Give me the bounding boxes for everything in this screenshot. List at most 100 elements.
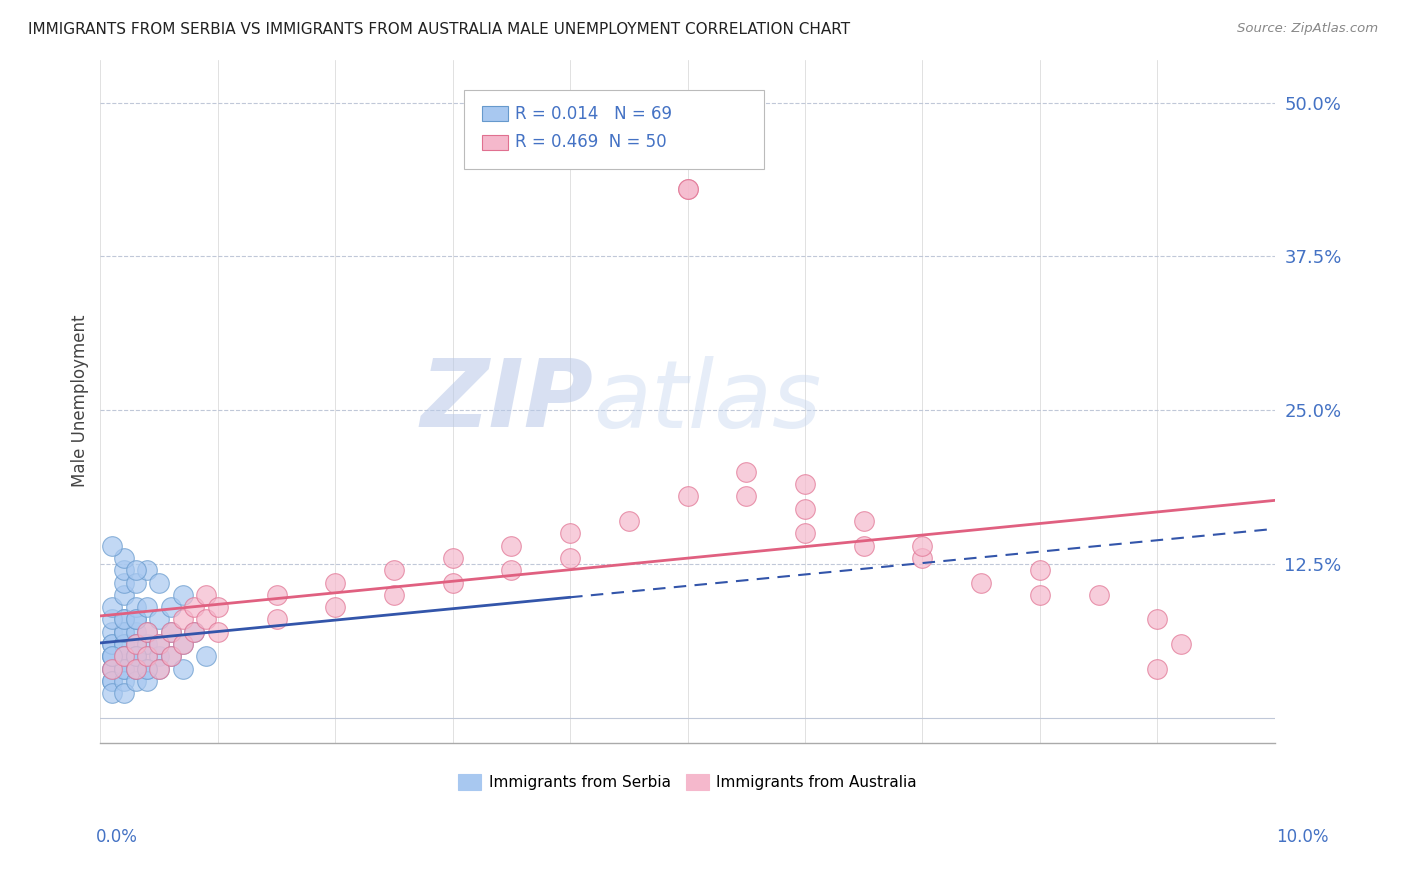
Point [911, 551, 934, 566]
Point [124, 575, 146, 590]
Point [323, 600, 346, 615]
Point [124, 612, 146, 626]
Point [136, 649, 159, 664]
Point [617, 514, 640, 528]
Point [266, 612, 288, 626]
Point [112, 551, 135, 566]
Point [207, 624, 229, 639]
Point [794, 477, 817, 491]
Point [101, 673, 124, 688]
Point [195, 588, 218, 602]
Point [101, 637, 124, 651]
Point [136, 673, 159, 688]
Point [558, 551, 581, 566]
Point [136, 624, 159, 639]
Point [148, 575, 170, 590]
Point [676, 490, 699, 504]
Point [794, 526, 817, 541]
Point [501, 539, 523, 553]
Point [970, 575, 993, 590]
Point [136, 662, 159, 676]
Point [172, 588, 194, 602]
Point [101, 662, 124, 676]
Point [558, 526, 581, 541]
Point [172, 612, 194, 626]
Point [159, 624, 181, 639]
Point [101, 600, 124, 615]
Point [148, 662, 170, 676]
Point [124, 624, 146, 639]
Point [159, 649, 181, 664]
Point [1087, 588, 1109, 602]
Point [172, 637, 194, 651]
Text: 10.0%: 10.0% [1277, 828, 1329, 846]
Point [101, 649, 124, 664]
Point [124, 637, 146, 651]
Point [124, 600, 146, 615]
Point [112, 649, 135, 664]
Point [101, 624, 124, 639]
Point [101, 686, 124, 700]
Point [112, 649, 135, 664]
Point [136, 637, 159, 651]
FancyBboxPatch shape [464, 90, 763, 169]
Point [112, 662, 135, 676]
Point [323, 575, 346, 590]
Point [676, 182, 699, 196]
Point [101, 649, 124, 664]
Point [124, 637, 146, 651]
Point [112, 637, 135, 651]
Point [136, 624, 159, 639]
Point [136, 600, 159, 615]
Point [112, 624, 135, 639]
Point [124, 649, 146, 664]
Point [911, 539, 934, 553]
Point [124, 649, 146, 664]
Point [183, 624, 205, 639]
Point [112, 662, 135, 676]
Point [852, 514, 875, 528]
Point [112, 662, 135, 676]
Point [112, 588, 135, 602]
Point [159, 624, 181, 639]
Text: 0.0%: 0.0% [96, 828, 138, 846]
Legend: Immigrants from Serbia, Immigrants from Australia: Immigrants from Serbia, Immigrants from … [451, 768, 924, 797]
Point [124, 563, 146, 577]
Point [112, 563, 135, 577]
Text: R = 0.469  N = 50: R = 0.469 N = 50 [515, 133, 666, 152]
Text: ZIP: ZIP [420, 355, 593, 447]
Point [1146, 662, 1168, 676]
Point [124, 662, 146, 676]
Y-axis label: Male Unemployment: Male Unemployment [72, 315, 89, 487]
Point [172, 637, 194, 651]
Point [148, 612, 170, 626]
Point [112, 662, 135, 676]
Point [101, 673, 124, 688]
Point [124, 649, 146, 664]
Point [676, 182, 699, 196]
Point [183, 600, 205, 615]
Point [172, 662, 194, 676]
Text: atlas: atlas [593, 356, 823, 447]
Bar [482, 135, 508, 150]
Point [136, 649, 159, 664]
Point [112, 575, 135, 590]
Point [382, 588, 405, 602]
Point [195, 649, 218, 664]
Point [112, 612, 135, 626]
Point [112, 637, 135, 651]
Point [159, 600, 181, 615]
Point [207, 600, 229, 615]
Point [112, 649, 135, 664]
Point [1146, 612, 1168, 626]
Point [148, 637, 170, 651]
Text: R = 0.014   N = 69: R = 0.014 N = 69 [515, 104, 672, 122]
Point [101, 612, 124, 626]
Point [1170, 637, 1192, 651]
Point [112, 624, 135, 639]
Point [183, 624, 205, 639]
Point [124, 673, 146, 688]
Point [148, 637, 170, 651]
Point [112, 673, 135, 688]
Text: Source: ZipAtlas.com: Source: ZipAtlas.com [1237, 22, 1378, 36]
